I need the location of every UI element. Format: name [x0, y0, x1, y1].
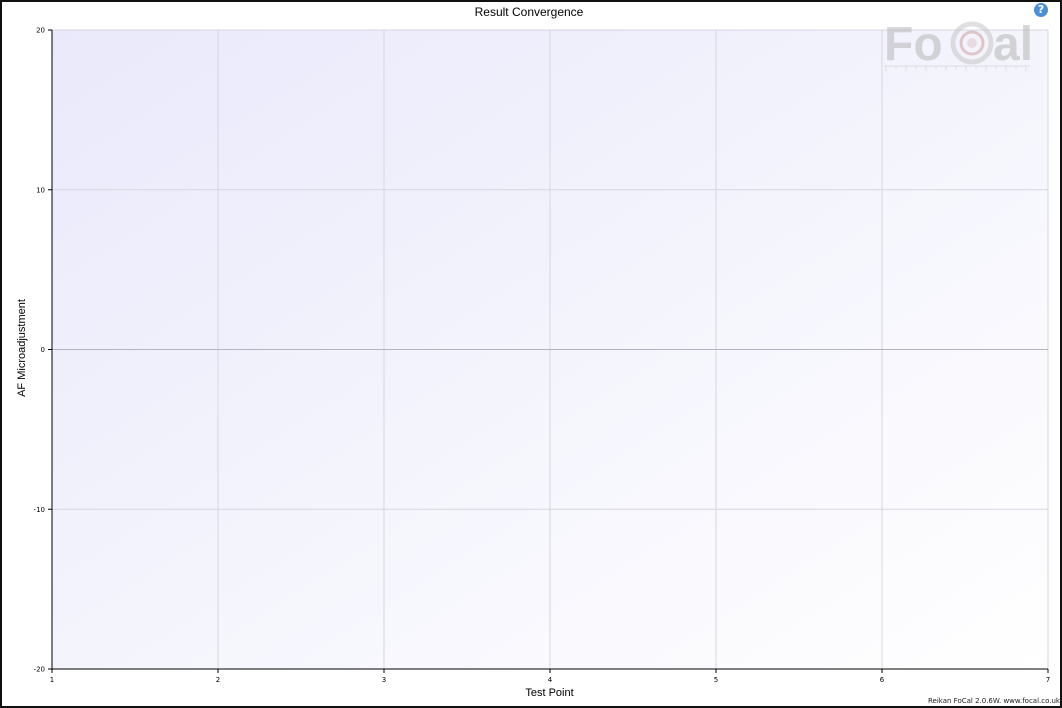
y-axis-label: AF Microadjustment — [16, 299, 28, 397]
y-tick-label: -20 — [34, 666, 45, 674]
chart-title: Result Convergence — [474, 5, 584, 19]
svg-text:Fo: Fo — [884, 18, 943, 71]
x-tick-label: 2 — [216, 676, 220, 684]
focal-logo: Fo al — [884, 18, 1033, 71]
axis-layer — [48, 29, 1049, 673]
svg-text:al: al — [993, 18, 1033, 71]
y-tick-label: 0 — [41, 346, 45, 354]
x-tick-label: 4 — [548, 676, 553, 684]
x-tick-label: 5 — [714, 676, 718, 684]
x-tick-label: 1 — [50, 676, 54, 684]
y-tick-label: -10 — [34, 506, 45, 514]
footer-credit: Reikan FoCal 2.0.6W. www.focal.co.uk — [927, 697, 1060, 705]
question-circle-icon[interactable]: ? — [1034, 3, 1048, 17]
y-tick-label: 20 — [36, 27, 45, 35]
y-tick-label: 10 — [36, 186, 45, 194]
x-tick-label: 3 — [382, 676, 386, 684]
x-axis-label: Test Point — [525, 687, 574, 699]
x-tick-label: 6 — [880, 676, 885, 684]
x-tick-label: 7 — [1046, 676, 1050, 684]
tick-layer: 1 2 3 4 5 6 7 20 10 0 -10 -20 — [34, 27, 1051, 685]
